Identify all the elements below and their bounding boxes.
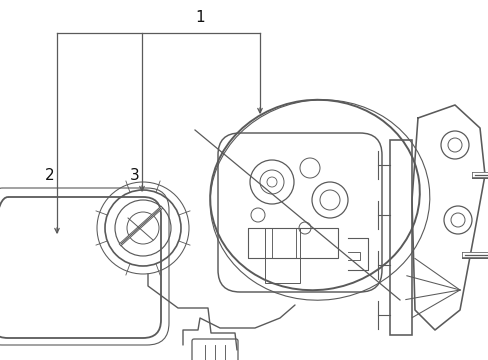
Text: 3: 3 <box>130 167 140 183</box>
Text: 1: 1 <box>195 10 204 25</box>
Bar <box>389 140 411 335</box>
Bar <box>247 228 337 258</box>
Text: 2: 2 <box>45 167 55 183</box>
Bar <box>264 228 299 283</box>
